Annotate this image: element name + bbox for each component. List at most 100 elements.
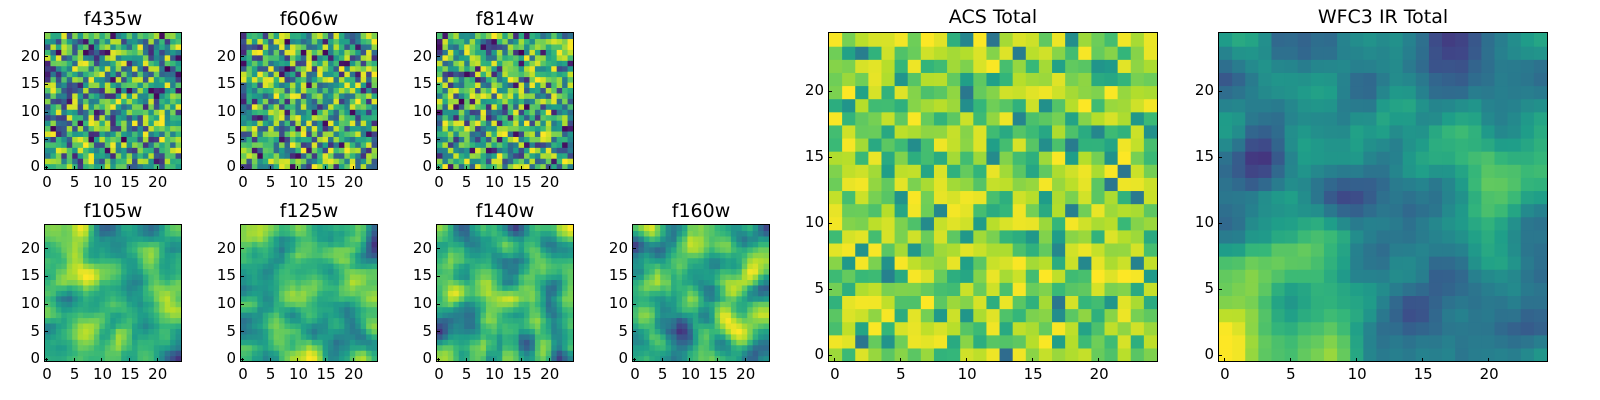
heatmap-cell <box>338 38 345 45</box>
heatmap-cell <box>698 290 705 297</box>
heatmap-cell <box>480 38 487 45</box>
heatmap-cell <box>153 109 160 116</box>
heatmap-cell <box>289 273 296 280</box>
heatmap-cell <box>545 263 552 270</box>
heatmap-cell <box>534 49 541 56</box>
heatmap-cell <box>317 87 324 94</box>
heatmap-cell <box>175 76 181 83</box>
heatmap-cell <box>333 60 340 67</box>
heatmap-cell <box>50 38 57 45</box>
heatmap-cell <box>540 87 547 94</box>
heatmap-cell <box>115 158 122 165</box>
heatmap-cell <box>110 290 117 297</box>
heatmap-cell <box>1038 137 1053 152</box>
heatmap-cell <box>300 109 307 116</box>
heatmap-cell <box>306 290 313 297</box>
heatmap-cell <box>1078 256 1092 270</box>
heatmap-cell <box>513 295 520 302</box>
heatmap-cell <box>50 33 57 40</box>
heatmap-cell <box>562 322 569 329</box>
heatmap-cell <box>142 328 149 335</box>
heatmap-cell <box>170 130 177 137</box>
heatmap-cell <box>164 279 171 286</box>
heatmap-cell <box>246 152 253 159</box>
heatmap-cell <box>475 109 482 116</box>
heatmap-cell <box>45 333 52 340</box>
heatmap-cell <box>279 60 286 67</box>
heatmap-cell <box>545 43 552 50</box>
heatmap-cell <box>960 308 974 323</box>
heatmap-cell <box>175 71 181 78</box>
heatmap-cell <box>1117 190 1132 205</box>
heatmap-cell <box>829 269 843 283</box>
heatmap-cell <box>458 268 465 275</box>
heatmap-cell <box>551 81 558 88</box>
heatmap-cell <box>170 120 177 127</box>
heatmap-cell <box>344 295 351 302</box>
heatmap-cell <box>703 257 710 264</box>
heatmap-cell <box>829 295 843 310</box>
heatmap-cell <box>545 65 552 72</box>
heatmap-cell <box>491 312 498 319</box>
heatmap-cell <box>529 114 536 121</box>
heatmap-cell <box>289 136 296 143</box>
heatmap-cell <box>763 230 769 237</box>
heatmap-cell <box>268 333 275 340</box>
heatmap-cell <box>72 355 79 361</box>
heatmap-cell <box>66 246 73 253</box>
heatmap-cell <box>464 98 471 105</box>
heatmap-cell <box>170 147 177 154</box>
heatmap-cell <box>55 98 62 105</box>
y-tick-label: 20 <box>216 46 236 65</box>
heatmap-cell <box>842 229 856 244</box>
heatmap-cell <box>306 71 313 78</box>
heatmap-cell <box>175 241 181 248</box>
heatmap-cell <box>1038 295 1053 310</box>
heatmap-cell <box>50 263 57 270</box>
heatmap-cell <box>529 268 536 275</box>
heatmap-cell <box>518 136 525 143</box>
heatmap-cell <box>643 333 650 340</box>
heatmap-cell <box>99 328 106 335</box>
heatmap-cell <box>475 125 482 132</box>
heatmap-cell <box>703 290 710 297</box>
heatmap-cell <box>534 152 541 159</box>
heatmap-cell <box>643 339 650 346</box>
heatmap-cell <box>868 229 883 244</box>
heatmap-cell <box>502 268 509 275</box>
heatmap-cell <box>1104 295 1119 310</box>
heatmap-cell <box>77 87 84 94</box>
heatmap-cell <box>540 136 547 143</box>
heatmap-cell <box>551 230 558 237</box>
heatmap-cell <box>1091 347 1106 361</box>
heatmap-cell <box>714 263 721 270</box>
heatmap-cell <box>61 152 68 159</box>
heatmap-cell <box>317 235 324 242</box>
heatmap-cell <box>279 103 286 110</box>
heatmap-cell <box>317 125 324 132</box>
heatmap-cell <box>137 350 144 357</box>
heatmap-cell <box>551 76 558 83</box>
heatmap-cell <box>453 33 460 40</box>
heatmap-cell <box>496 257 503 264</box>
heatmap-cell <box>551 333 558 340</box>
heatmap-cell <box>475 268 482 275</box>
heatmap-cell <box>752 257 759 264</box>
heatmap-cell <box>284 76 291 83</box>
heatmap-cell <box>709 235 716 242</box>
heatmap-cell <box>300 284 307 291</box>
heatmap-cell <box>45 263 52 270</box>
heatmap-cell <box>933 282 948 296</box>
heatmap-cell <box>529 312 536 319</box>
heatmap-cell <box>485 257 492 264</box>
heatmap-cell <box>77 328 84 335</box>
heatmap-cell <box>311 152 318 159</box>
heatmap-cell <box>45 54 52 61</box>
heatmap-cell <box>61 317 68 324</box>
heatmap-cell <box>371 230 377 237</box>
heatmap-cell <box>268 225 275 232</box>
heatmap-cell <box>475 158 482 165</box>
heatmap-cell <box>638 284 645 291</box>
heatmap-cell <box>137 230 144 237</box>
heatmap-cell <box>306 235 313 242</box>
